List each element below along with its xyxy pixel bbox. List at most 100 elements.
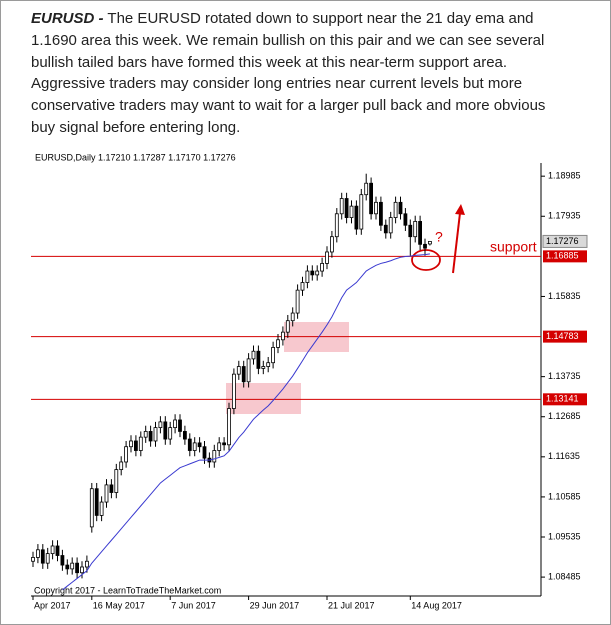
candle-body	[114, 469, 119, 493]
candle-body	[89, 488, 94, 528]
candle-body	[271, 347, 276, 364]
y-tick-label: 1.15835	[548, 291, 581, 301]
candle-body	[251, 350, 256, 360]
candle-body	[378, 201, 383, 226]
candle-body	[31, 557, 35, 562]
chart-header: EURUSD,Daily 1.17210 1.17287 1.17170 1.1…	[35, 152, 236, 162]
x-tick-label: 21 Jul 2017	[328, 600, 375, 610]
candle-body	[300, 282, 305, 291]
candle-body	[403, 213, 408, 226]
y-tick-label: 1.09535	[548, 531, 581, 541]
ema-line	[62, 253, 430, 591]
arrow	[452, 212, 461, 274]
candle-body	[133, 440, 138, 451]
x-tick-label: Apr 2017	[34, 600, 71, 610]
text-line: conservative traders may want to wait fo…	[31, 97, 546, 115]
candle-body	[173, 419, 178, 429]
candle-body	[334, 213, 339, 238]
candle-body	[241, 366, 246, 383]
candle-body	[398, 201, 403, 215]
candle-body	[192, 442, 197, 451]
x-tick-label: 16 May 2017	[93, 600, 145, 610]
candle-body	[143, 431, 148, 438]
text: The EURUSD rotated down to support near …	[107, 10, 534, 27]
candle-body	[40, 549, 45, 564]
copyright: Copyright 2017 - LearnToTradeTheMarket.c…	[34, 585, 221, 595]
candle-body	[325, 251, 329, 264]
candle-body	[359, 194, 364, 230]
candle-body	[261, 366, 266, 369]
candle-body	[129, 440, 133, 448]
candle-body	[119, 461, 124, 471]
candle-body	[104, 484, 109, 503]
candle-body	[349, 205, 354, 219]
arrow-head	[455, 204, 465, 215]
price-box	[542, 234, 588, 248]
level-box	[543, 393, 587, 406]
candle-body	[290, 312, 295, 322]
y-tick-label: 1.12685	[548, 411, 581, 421]
y-tick-label: 1.10585	[548, 491, 581, 501]
candle-body	[187, 438, 192, 451]
candle-body	[227, 408, 231, 446]
text-line: buy signal before entering long.	[31, 118, 241, 136]
candle-body	[383, 224, 388, 234]
candle-body	[393, 201, 398, 219]
text-line: Aggressive traders may consider long ent…	[31, 75, 523, 93]
level-label: 1.16885	[546, 251, 579, 261]
candle-body	[354, 205, 359, 230]
candle-body	[280, 331, 285, 341]
candle-body	[276, 339, 280, 348]
level-label: 1.13141	[546, 394, 579, 404]
candle-body	[246, 358, 251, 383]
candle-body	[80, 566, 84, 574]
candle-body	[45, 553, 50, 564]
candle-body	[202, 446, 207, 459]
candle-body	[168, 427, 173, 440]
level-box	[543, 330, 587, 343]
candle-body	[256, 350, 261, 369]
candle-body	[315, 270, 320, 276]
candle-body	[295, 289, 300, 314]
lead: EURUSD -	[31, 10, 104, 27]
y-tick-label: 1.08485	[548, 571, 581, 581]
support-label: support	[490, 239, 537, 255]
x-tick-label: 7 Jun 2017	[171, 600, 216, 610]
candle-body	[236, 366, 241, 375]
candle-body	[374, 201, 378, 215]
circle	[411, 249, 441, 271]
candle-body	[217, 442, 222, 451]
candle-body	[320, 263, 325, 272]
candle-body	[423, 243, 427, 249]
text-line: 1.1690 area this week. We remain bullish…	[31, 31, 545, 49]
y-tick-label: 1.11635	[548, 451, 580, 461]
price-label: 1.17276	[546, 236, 579, 246]
y-tick-label: 1.13735	[548, 371, 581, 381]
candle-body	[364, 182, 369, 196]
candle-body	[148, 431, 153, 442]
commentary: EURUSD - The EURUSD rotated down to supp…	[31, 8, 545, 139]
candle-body	[178, 419, 182, 432]
candle-body	[369, 182, 374, 215]
candle-body	[163, 421, 168, 440]
level-box	[543, 250, 587, 263]
candle-body	[70, 562, 75, 570]
candle-body	[109, 484, 114, 493]
zone	[226, 383, 301, 414]
candle-body	[388, 217, 393, 234]
candle-body	[36, 549, 40, 558]
candle-body	[305, 270, 310, 283]
text-line: EURUSD - The EURUSD rotated down to supp…	[31, 8, 545, 30]
y-tick-label: 1.18985	[548, 171, 581, 181]
candle-body	[285, 320, 290, 333]
candle-body	[138, 436, 143, 451]
candle-body	[85, 560, 89, 568]
candle-body	[329, 236, 334, 253]
level-label: 1.14783	[546, 331, 579, 341]
candle-body	[212, 450, 217, 463]
candle-body	[222, 442, 227, 446]
text-line: bullish tailed bars have formed this wee…	[31, 53, 508, 71]
candle-body	[413, 221, 418, 238]
